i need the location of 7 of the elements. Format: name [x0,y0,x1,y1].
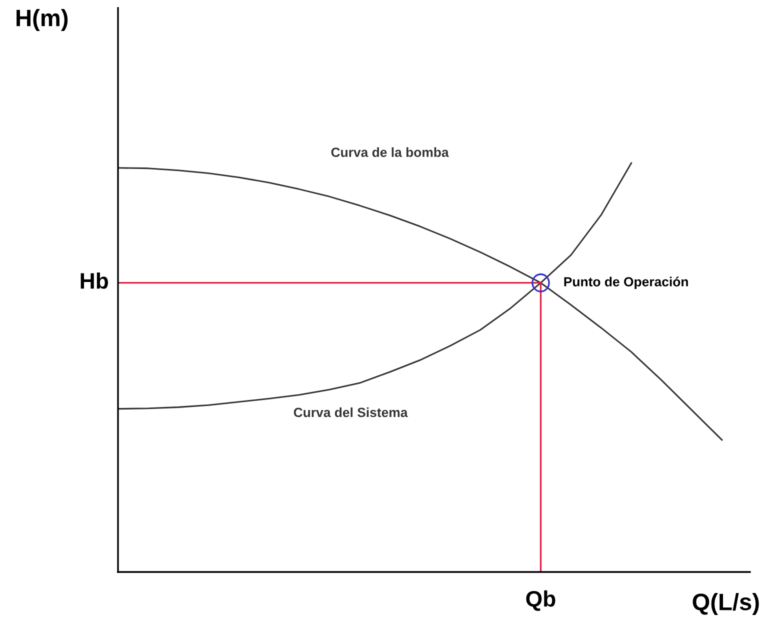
x-axis-title: Q(L/s) [692,592,759,616]
annotation: Punto de Operación [564,276,688,290]
text: Qb [526,590,556,611]
ref-line-label: Hb [80,272,108,289]
text: Curva de la bomba [331,147,449,158]
series-label: Curva del Sistema [294,407,408,418]
text: H(m) [16,8,68,32]
